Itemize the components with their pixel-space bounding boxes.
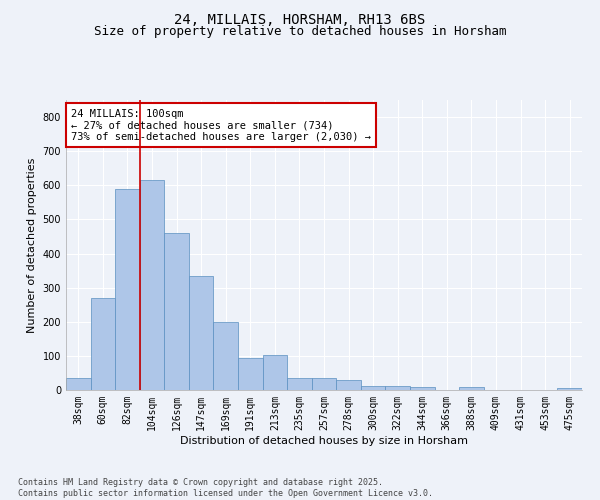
Text: 24 MILLAIS: 100sqm
← 27% of detached houses are smaller (734)
73% of semi-detach: 24 MILLAIS: 100sqm ← 27% of detached hou… [71,108,371,142]
Bar [410,386,434,390]
Text: 24, MILLAIS, HORSHAM, RH13 6BS: 24, MILLAIS, HORSHAM, RH13 6BS [175,12,425,26]
Bar [287,378,312,390]
Bar [557,388,582,390]
Text: Size of property relative to detached houses in Horsham: Size of property relative to detached ho… [94,25,506,38]
Text: Contains HM Land Registry data © Crown copyright and database right 2025.
Contai: Contains HM Land Registry data © Crown c… [18,478,433,498]
Bar [91,298,115,390]
Bar [66,378,91,390]
Bar [312,378,336,390]
Bar [238,358,263,390]
Y-axis label: Number of detached properties: Number of detached properties [27,158,37,332]
Bar [336,380,361,390]
Bar [361,386,385,390]
Bar [385,386,410,390]
Bar [164,233,189,390]
Bar [214,322,238,390]
Bar [189,276,214,390]
Bar [459,388,484,390]
Bar [115,188,140,390]
Bar [263,355,287,390]
X-axis label: Distribution of detached houses by size in Horsham: Distribution of detached houses by size … [180,436,468,446]
Bar [140,180,164,390]
